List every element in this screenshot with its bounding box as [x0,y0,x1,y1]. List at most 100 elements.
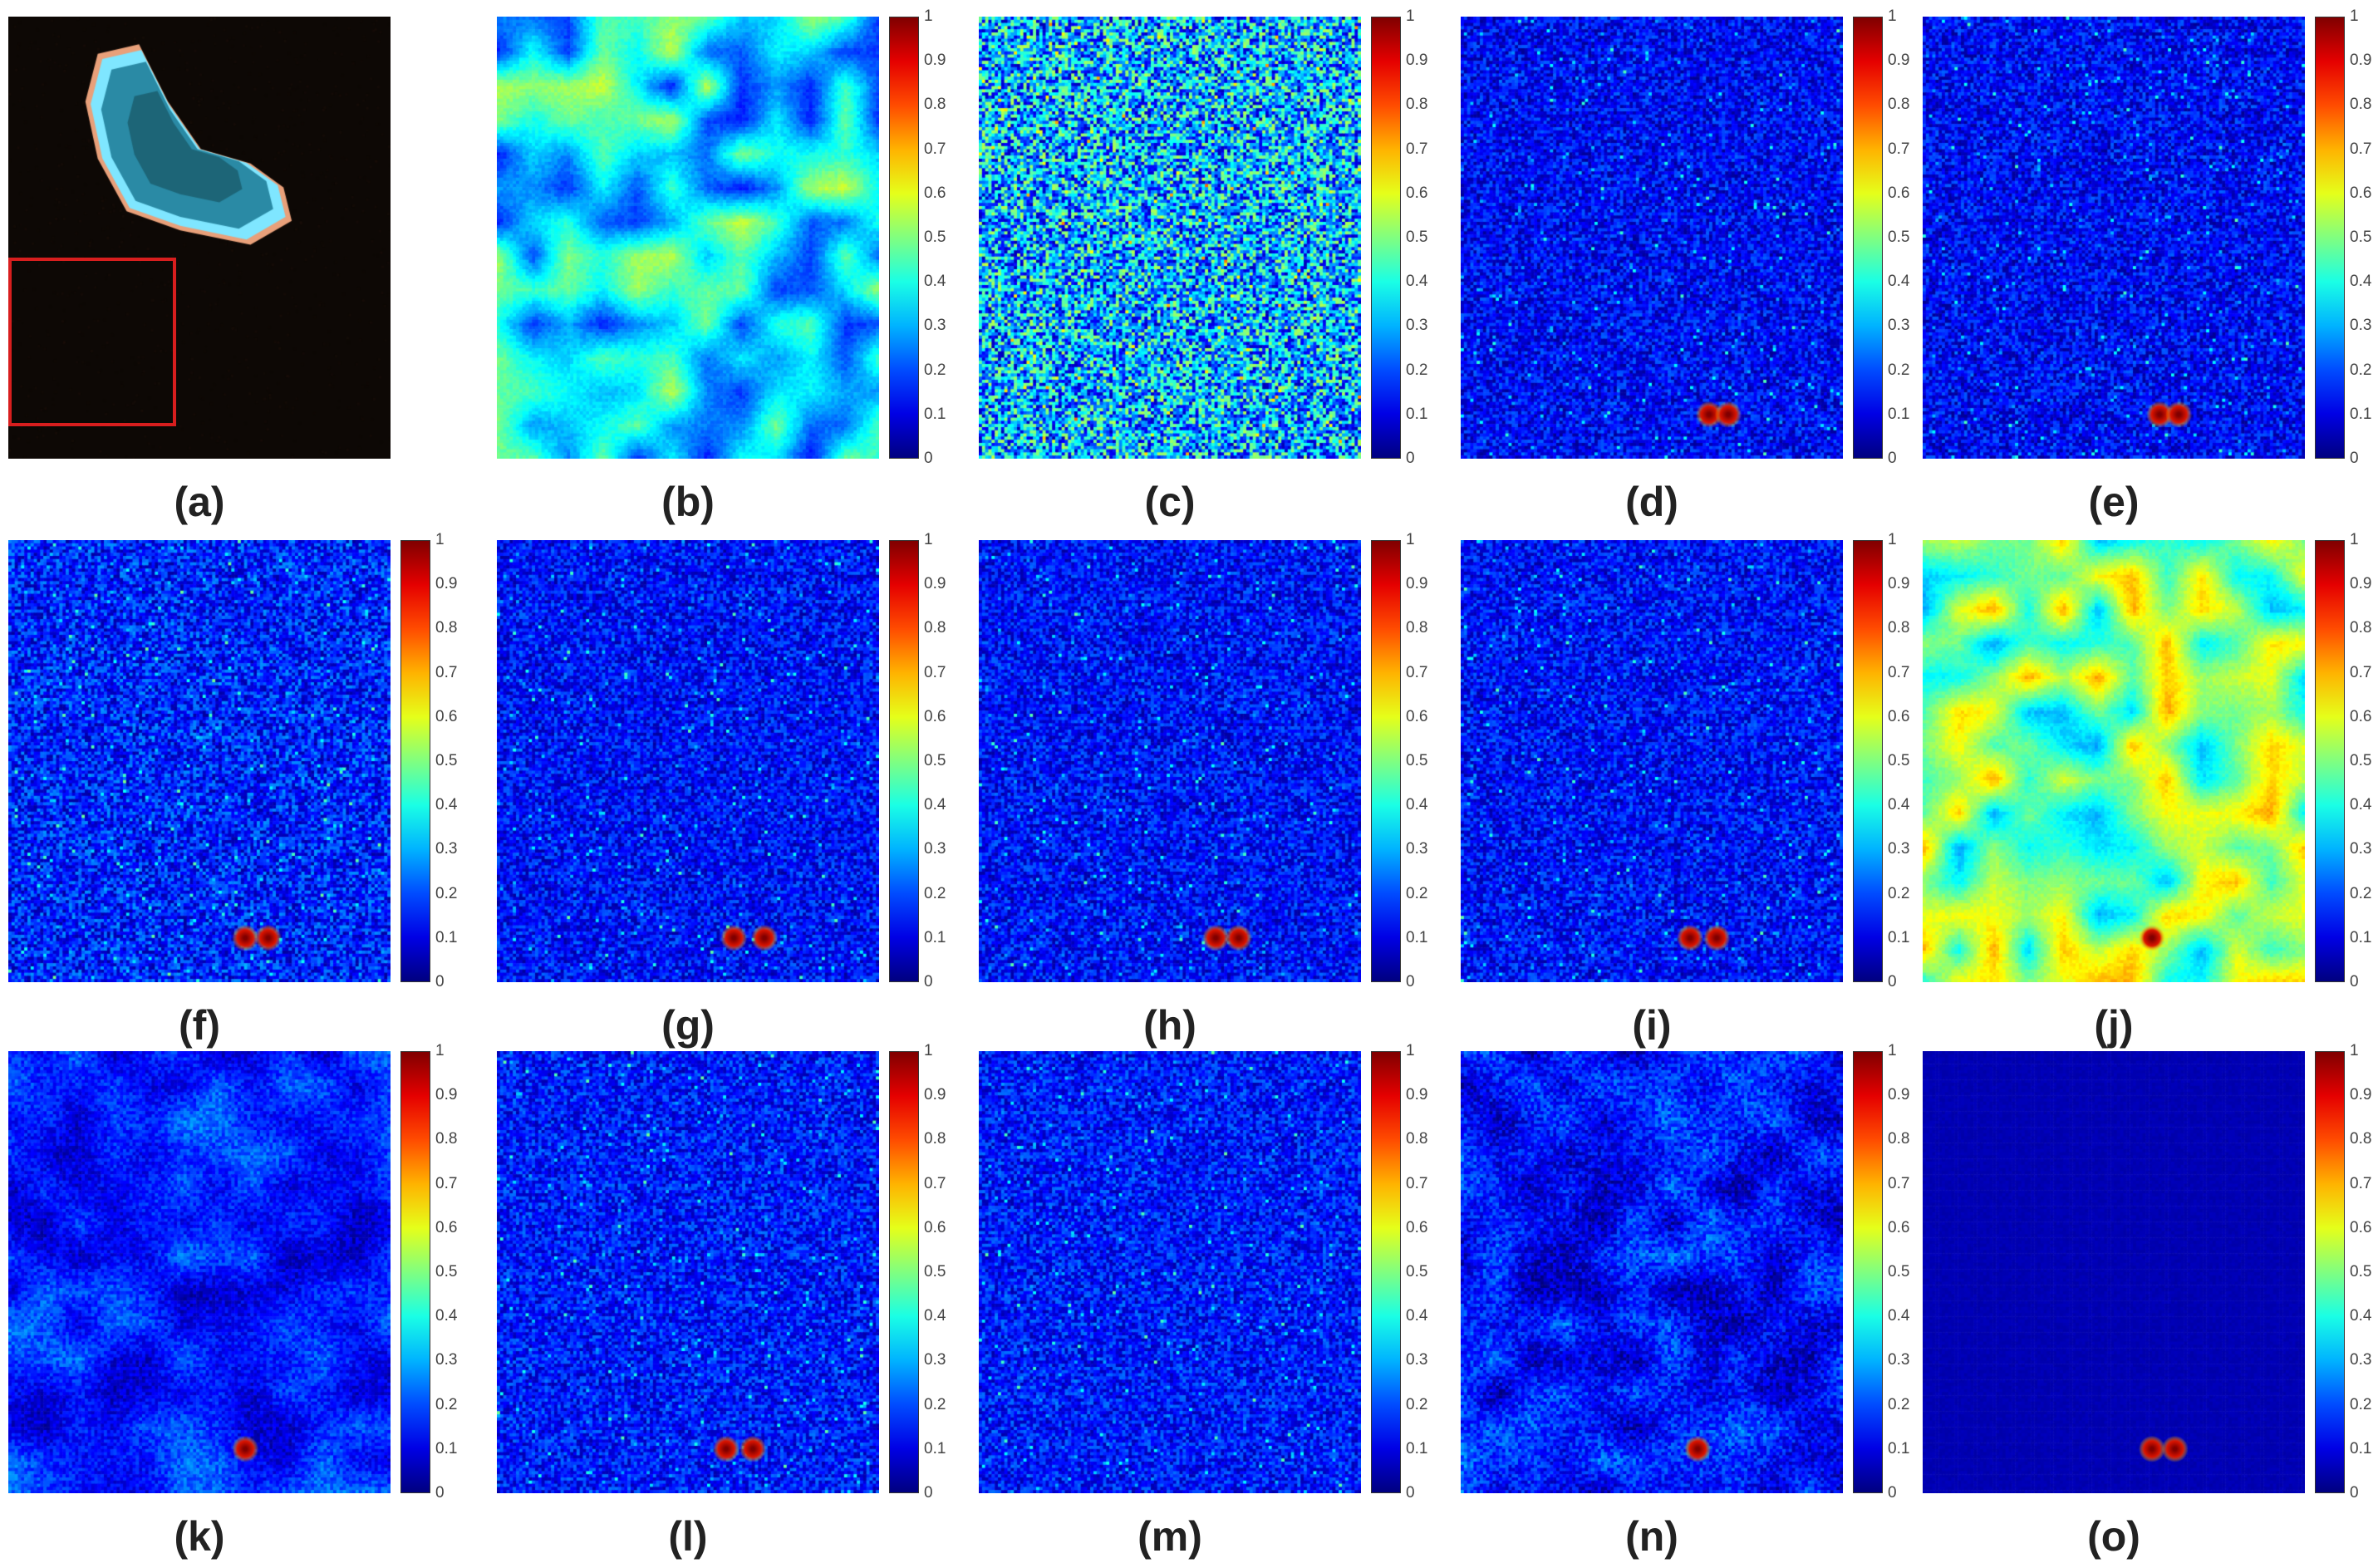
colorbar-tick-label: 0.3 [1888,317,1910,335]
colorbar-tick-label: 0.4 [1888,1307,1910,1325]
colorbar-tick-label: 0.7 [2350,663,2372,681]
colorbar [1371,1051,1401,1493]
colorbar-tick-label: 0.9 [1406,575,1428,593]
detection-heatmap-f [8,540,391,982]
colorbar-tick-label: 0 [2350,1484,2359,1502]
colorbar-tick-label: 0.6 [2350,707,2372,725]
colorbar-tick-label: 0.5 [1406,752,1428,769]
colorbar-tick-label: 0.5 [2350,229,2372,246]
colorbar-tick-label: 0.3 [1406,317,1428,335]
colorbar-tick-label: 0.9 [924,575,946,593]
colorbar-tick-label: 0 [2350,973,2359,990]
colorbar-tick-label: 0.4 [2350,796,2372,814]
colorbar-tick-label: 0 [1406,450,1415,467]
colorbar-tick-label: 0.4 [1406,273,1428,291]
colorbar-tick-label: 0.2 [435,884,458,902]
colorbar-tick-label: 0.9 [2350,1086,2372,1104]
colorbar-tick-label: 0.2 [1406,884,1428,902]
colorbar-tick-label: 0.9 [435,575,458,593]
colorbar-tick-label: 0.4 [924,796,946,814]
colorbar-tick-label: 0 [1888,973,1897,990]
panel-caption: (l) [668,1513,708,1560]
colorbar-tick-label: 0.5 [2350,752,2372,769]
colorbar-tick-label: 0.2 [924,884,946,902]
colorbar [1371,540,1401,982]
panel-caption: (n) [1625,1513,1678,1560]
colorbar-tick-label: 0.9 [1888,575,1910,593]
colorbar-tick-label: 0.7 [1888,1174,1910,1192]
colorbar-tick-label: 0.1 [1406,928,1428,946]
colorbar-tick-label: 0.3 [1406,840,1428,858]
colorbar [400,540,430,982]
colorbar-tick-label: 0.9 [1406,1086,1428,1104]
colorbar-tick-label: 0.2 [924,361,946,379]
colorbar-tick-label: 1 [2350,531,2359,548]
colorbar-tick-label: 0.4 [2350,1307,2372,1325]
colorbar-tick-label: 0.1 [435,1439,458,1457]
colorbar-tick-label: 0.2 [1888,1395,1910,1413]
colorbar [889,17,919,459]
colorbar-tick-label: 0.2 [1406,1395,1428,1413]
colorbar-tick-label: 0.5 [1888,1263,1910,1280]
colorbar-tick-label: 0.8 [2350,619,2372,637]
colorbar [400,1051,430,1493]
colorbar-tick-label: 1 [924,531,933,548]
detection-heatmap-n [1461,1051,1843,1493]
colorbar-tick-label: 1 [1888,7,1897,25]
colorbar-tick-label: 0.2 [924,1395,946,1413]
colorbar [889,1051,919,1493]
colorbar-tick-label: 0.1 [924,1439,946,1457]
panel-caption: (h) [1143,1002,1196,1049]
colorbar-tick-label: 0.6 [924,1218,946,1236]
colorbar-tick-label: 1 [1888,1042,1897,1059]
colorbar-tick-label: 0.7 [1406,1174,1428,1192]
colorbar [2315,1051,2345,1493]
colorbar-tick-label: 0 [2350,450,2359,467]
colorbar-tick-label: 0.3 [435,1351,458,1369]
colorbar-tick-label: 0.4 [1406,796,1428,814]
colorbar-tick-label: 0.8 [435,1130,458,1148]
colorbar-tick-label: 0.8 [924,96,946,114]
colorbar-tick-label: 0.8 [2350,96,2372,114]
colorbar [1371,17,1401,459]
panel-caption: (m) [1137,1513,1202,1560]
panel-caption: (g) [661,1002,715,1049]
colorbar-tick-label: 0.2 [2350,361,2372,379]
detection-heatmap-o [1923,1051,2305,1493]
colorbar-tick-label: 0.3 [924,840,946,858]
panel-caption: (c) [1144,479,1196,525]
panel-caption: (i) [1632,1002,1672,1049]
detection-heatmap-m [979,1051,1361,1493]
colorbar-tick-label: 0.7 [2350,140,2372,158]
colorbar-tick-label: 0.2 [1888,361,1910,379]
colorbar-tick-label: 0.8 [1406,96,1428,114]
colorbar-tick-label: 1 [1888,531,1897,548]
colorbar [2315,17,2345,459]
colorbar-tick-label: 0.9 [2350,575,2372,593]
colorbar-tick-label: 0.5 [435,752,458,769]
colorbar-tick-label: 0.6 [924,184,946,202]
panel-caption: (k) [174,1513,225,1560]
colorbar-tick-label: 0.4 [2350,273,2372,291]
colorbar-tick-label: 0.3 [924,1351,946,1369]
colorbar-tick-label: 0.7 [2350,1174,2372,1192]
panel-caption: (a) [174,479,225,525]
colorbar-tick-label: 1 [924,1042,933,1059]
colorbar-tick-label: 0.4 [435,796,458,814]
colorbar-tick-label: 0.1 [1406,405,1428,423]
colorbar-tick-label: 1 [435,531,445,548]
panel-caption: (j) [2094,1002,2134,1049]
panel-caption: (b) [661,479,715,525]
colorbar-tick-label: 0.3 [1888,1351,1910,1369]
colorbar-tick-label: 0.2 [435,1395,458,1413]
detection-heatmap-h [979,540,1361,982]
colorbar-tick-label: 0.2 [2350,884,2372,902]
colorbar-tick-label: 1 [2350,7,2359,25]
colorbar-tick-label: 0.5 [924,752,946,769]
colorbar-tick-label: 0.1 [1406,1439,1428,1457]
colorbar-tick-label: 0.6 [435,707,458,725]
colorbar-tick-label: 0.8 [1888,1130,1910,1148]
colorbar-tick-label: 0.8 [924,619,946,637]
colorbar-tick-label: 0.9 [2350,52,2372,70]
colorbar-tick-label: 0.2 [1406,361,1428,379]
